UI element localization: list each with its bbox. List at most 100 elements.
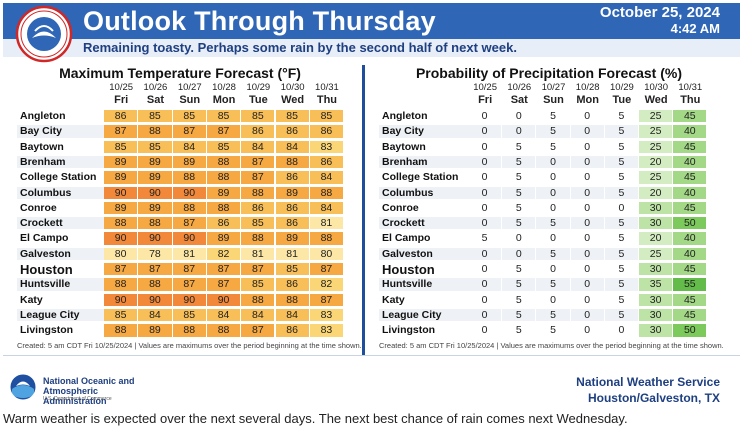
temp-cell: 87 — [206, 125, 242, 139]
pop-cell: 5 — [502, 293, 537, 307]
temp-cell: 84 — [241, 140, 276, 154]
subtitle: Remaining toasty. Perhaps some rain by t… — [83, 40, 517, 55]
temp-cell: 89 — [138, 201, 173, 216]
temp-cell: 85 — [172, 110, 207, 124]
pop-cell: 5 — [604, 125, 639, 139]
temp-cell: 85 — [241, 278, 276, 292]
temp-header-fri: 10/25 Fri — [104, 82, 138, 106]
header-date: 10/30 — [644, 82, 668, 93]
pop-cell: 45 — [673, 110, 708, 124]
pop-cell: 30 — [639, 308, 674, 323]
temp-cell: 82 — [309, 278, 345, 292]
pop-cell: 20 — [639, 232, 674, 246]
pop-city-label: Conroe — [379, 201, 468, 216]
footer-divider — [3, 355, 740, 356]
pop-cell: 40 — [673, 232, 708, 246]
pop-cell: 0 — [468, 278, 503, 292]
pop-cell: 0 — [468, 155, 503, 170]
pop-cell: 0 — [570, 278, 605, 292]
main-title: Outlook Through Thursday — [83, 6, 436, 36]
pop-cell: 5 — [502, 278, 537, 292]
pop-cell: 5 — [604, 232, 639, 246]
pop-cell: 0 — [570, 110, 605, 124]
temp-cell: 87 — [172, 217, 207, 231]
pop-cell: 40 — [673, 247, 708, 262]
pop-cell: 0 — [468, 201, 503, 216]
pop-cell: 0 — [570, 217, 605, 231]
pop-city-label: Columbus — [379, 186, 468, 200]
temp-cell: 89 — [138, 155, 173, 170]
pop-city-label: Bay City — [379, 125, 468, 139]
noaa-logo — [9, 373, 37, 401]
pop-cell: 0 — [468, 110, 503, 124]
office-location: Houston/Galveston, TX — [587, 391, 720, 405]
pop-cell: 0 — [570, 324, 605, 338]
pop-cell: 5 — [604, 263, 639, 277]
temp-city-label: Bay City — [17, 125, 104, 139]
header-day: Thu — [316, 94, 338, 106]
pop-cell: 0 — [570, 201, 605, 216]
pop-cell: 5 — [536, 110, 571, 124]
temp-cell: 89 — [104, 201, 139, 216]
temp-cell: 84 — [275, 308, 310, 323]
temp-city-label: Houston — [17, 263, 104, 276]
subheader-bar: Remaining toasty. Perhaps some rain by t… — [3, 39, 740, 57]
temp-cell: 87 — [172, 263, 207, 277]
temp-cell: 80 — [309, 247, 345, 262]
pop-cell: 5 — [502, 201, 537, 216]
temp-cell: 89 — [172, 155, 207, 170]
temp-header-tue: 10/29 Tue — [241, 82, 275, 106]
pop-cell: 25 — [639, 171, 674, 185]
pop-cell: 0 — [570, 186, 605, 200]
header-day: Sat — [146, 94, 164, 106]
temp-city-label: Brenham — [17, 155, 104, 170]
pop-cell: 0 — [468, 186, 503, 200]
pop-cell: 0 — [536, 186, 571, 200]
pop-cell: 30 — [639, 217, 674, 231]
temp-cell: 89 — [275, 232, 310, 246]
header-day: Mon — [576, 94, 599, 106]
temp-cell: 90 — [172, 186, 207, 200]
temperature-footnote: Created: 5 am CDT Fri 10/25/2024 | Value… — [17, 341, 362, 350]
temp-cell: 88 — [138, 125, 173, 139]
pop-cell: 0 — [604, 324, 639, 338]
precipitation-footnote: Created: 5 am CDT Fri 10/25/2024 | Value… — [379, 341, 724, 350]
image-caption: Warm weather is expected over the next s… — [3, 411, 628, 426]
temp-cell: 90 — [138, 232, 173, 246]
pop-cell: 0 — [570, 125, 605, 139]
temp-city-label: Huntsville — [17, 278, 104, 292]
temp-cell: 85 — [241, 217, 276, 231]
temp-cell: 90 — [206, 293, 242, 307]
temp-cell: 86 — [104, 110, 139, 124]
pop-cell: 50 — [673, 217, 708, 231]
temp-cell: 86 — [309, 155, 345, 170]
temp-cell: 81 — [241, 247, 276, 262]
temp-cell: 88 — [172, 324, 207, 338]
header-date: 10/31 — [315, 82, 339, 93]
temp-cell: 84 — [206, 308, 242, 323]
pop-cell: 0 — [502, 125, 537, 139]
temp-cell: 89 — [206, 186, 242, 200]
pop-city-label: Katy — [379, 293, 468, 307]
pop-cell: 45 — [673, 140, 708, 154]
header-day: Fri — [114, 94, 129, 106]
temp-city-label: Galveston — [17, 247, 104, 262]
temp-cell: 89 — [138, 171, 173, 185]
pop-cell: 40 — [673, 155, 708, 170]
pop-city-label: Angleton — [379, 110, 468, 124]
pop-cell: 0 — [468, 171, 503, 185]
pop-header-sun: 10/27 Sun — [536, 82, 570, 106]
temp-cell: 87 — [104, 263, 139, 277]
pop-cell: 0 — [468, 217, 503, 231]
temp-city-label: League City — [17, 308, 104, 323]
pop-cell: 45 — [673, 263, 708, 277]
temp-cell: 78 — [138, 247, 173, 262]
temp-header-sun: 10/27 Sun — [173, 82, 207, 106]
temp-city-label: Columbus — [17, 186, 104, 200]
temp-cell: 90 — [104, 293, 139, 307]
temp-cell: 88 — [104, 324, 139, 338]
pop-cell: 35 — [639, 278, 674, 292]
temp-cell: 84 — [309, 171, 345, 185]
pop-cell: 0 — [536, 171, 571, 185]
temp-cell: 88 — [172, 171, 207, 185]
